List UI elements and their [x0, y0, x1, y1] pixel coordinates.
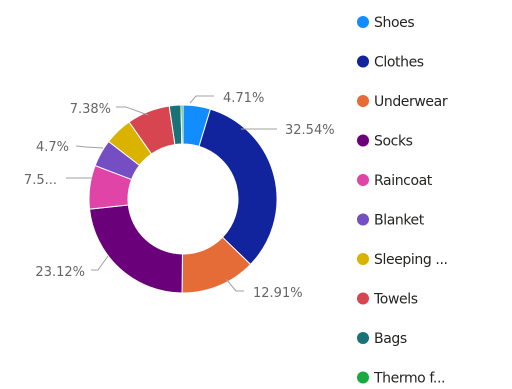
- legend-marker-clothes: [357, 55, 369, 68]
- legend-label-thermo-f: Thermo f...: [373, 371, 445, 387]
- legend-item-socks[interactable]: Socks: [357, 134, 413, 150]
- legend-item-towels[interactable]: Towels: [357, 292, 418, 308]
- legend-label-blanket: Blanket: [374, 213, 425, 229]
- label-leader-lines: [66, 95, 277, 292]
- data-label-blanket: 4.7%: [36, 140, 69, 155]
- data-label-clothes: 32.54%: [285, 123, 335, 138]
- legend-label-socks: Socks: [374, 134, 413, 150]
- legend-label-shoes: Shoes: [374, 15, 414, 31]
- legend-item-underwear[interactable]: Underwear: [357, 94, 448, 110]
- legend-marker-socks: [357, 134, 369, 147]
- leader-line-blanket: [75, 145, 104, 149]
- leader-line-shoes: [189, 95, 214, 104]
- legend-marker-bags: [357, 332, 369, 344]
- slice-socks[interactable]: [88, 204, 183, 294]
- data-label-socks: 23.12%: [35, 265, 85, 280]
- legend-marker-towels: [357, 292, 369, 305]
- legend-label-sleeping: Sleeping ...: [374, 252, 448, 268]
- legend-marker-shoes: [357, 16, 369, 28]
- legend-item-blanket[interactable]: Blanket: [357, 213, 425, 229]
- legend-marker-thermo-f: [357, 371, 369, 384]
- data-label-shoes: 4.71%: [223, 91, 264, 106]
- legend-marker-raincoat: [357, 174, 369, 186]
- legend-marker-blanket: [357, 213, 369, 226]
- legend-label-underwear: Underwear: [374, 94, 448, 110]
- legend: Shoes Clothes Underwear Socks Raincoat Blanke…: [357, 15, 448, 387]
- legend-marker-sleeping: [357, 253, 369, 265]
- legend-label-bags: Bags: [374, 331, 407, 347]
- legend-item-thermo-f[interactable]: Thermo f...: [357, 371, 445, 387]
- data-label-towels: 7.38%: [70, 102, 111, 117]
- slice-clothes[interactable]: [198, 108, 278, 266]
- leader-line-underwear: [225, 278, 244, 292]
- slice-thermo-f[interactable]: [180, 104, 184, 145]
- legend-item-clothes[interactable]: Clothes: [357, 55, 424, 71]
- legend-label-raincoat: Raincoat: [374, 173, 433, 189]
- data-labels: 4.71% 32.54% 12.91% 23.12% 7.5... 4.7% 7.38%: [24, 91, 335, 301]
- legend-item-shoes[interactable]: Shoes: [357, 15, 415, 31]
- legend-label-clothes: Clothes: [374, 55, 424, 71]
- legend-item-raincoat[interactable]: Raincoat: [357, 173, 433, 189]
- legend-marker-underwear: [357, 95, 369, 107]
- donut-slices: [88, 104, 278, 294]
- leader-line-towels: [116, 106, 149, 116]
- data-label-underwear: 12.91%: [253, 286, 303, 301]
- leader-line-socks: [91, 255, 109, 271]
- legend-label-towels: Towels: [373, 292, 418, 308]
- legend-item-sleeping[interactable]: Sleeping ...: [357, 252, 448, 268]
- legend-item-bags[interactable]: Bags: [357, 331, 407, 347]
- data-label-raincoat: 7.5...: [24, 173, 57, 188]
